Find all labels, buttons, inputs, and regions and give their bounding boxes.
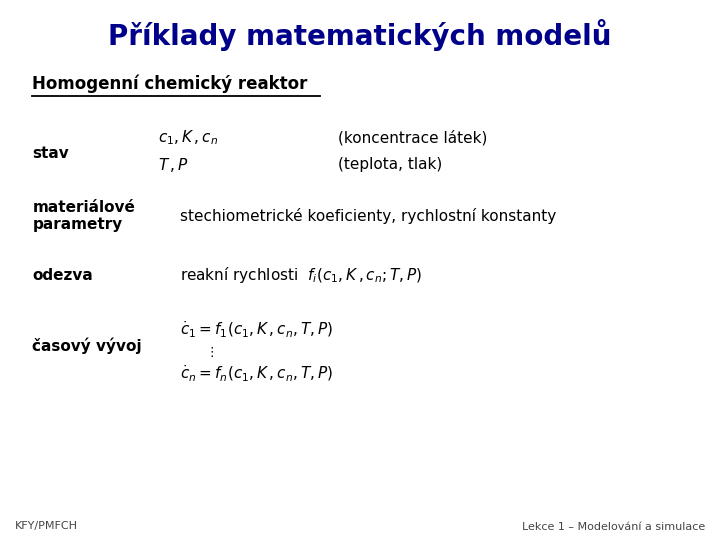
Text: Příklady matematických modelů: Příklady matematických modelů xyxy=(108,19,612,51)
Text: materiálové
parametry: materiálové parametry xyxy=(32,200,135,232)
Text: $\vdots$: $\vdots$ xyxy=(205,345,214,359)
Text: $T\,,P$: $T\,,P$ xyxy=(158,156,189,174)
Text: KFY/PMFCH: KFY/PMFCH xyxy=(14,522,78,531)
Text: stav: stav xyxy=(32,146,69,161)
Text: stechiometrické koeficienty, rychlostní konstanty: stechiometrické koeficienty, rychlostní … xyxy=(180,208,557,224)
Text: Homogenní chemický reaktor: Homogenní chemický reaktor xyxy=(32,75,307,93)
Text: odezva: odezva xyxy=(32,268,93,283)
Text: (teplota, tlak): (teplota, tlak) xyxy=(338,157,443,172)
Text: reakní rychlosti  $f_i(c_1,K\,,c_n;T,P)$: reakní rychlosti $f_i(c_1,K\,,c_n;T,P)$ xyxy=(180,265,423,286)
Text: (koncentrace látek): (koncentrace látek) xyxy=(338,130,487,145)
Text: $\dot{c}_1 = f_1(c_1,K\,,c_n,T,P)$: $\dot{c}_1 = f_1(c_1,K\,,c_n,T,P)$ xyxy=(180,319,333,340)
Text: $c_1,K\,,c_n$: $c_1,K\,,c_n$ xyxy=(158,129,219,147)
Text: časový vývoj: časový vývoj xyxy=(32,338,142,354)
Text: Lekce 1 – Modelování a simulace: Lekce 1 – Modelování a simulace xyxy=(522,522,706,531)
Text: $\dot{c}_n = f_n(c_1,K\,,c_n,T,P)$: $\dot{c}_n = f_n(c_1,K\,,c_n,T,P)$ xyxy=(180,363,333,384)
